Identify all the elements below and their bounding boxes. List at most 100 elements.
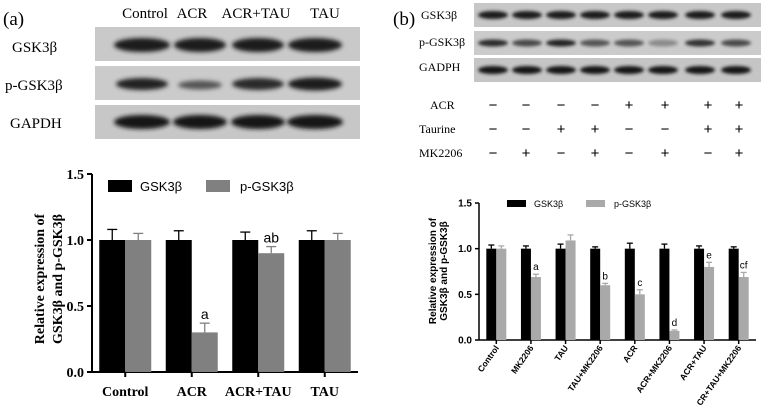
blot-band xyxy=(614,66,644,74)
blot-band xyxy=(114,115,170,129)
bar-p-gsk3- xyxy=(125,240,152,372)
plus-mark: + xyxy=(661,145,670,162)
panel-a-blot-column-labels: Control ACR ACR+TAU TAU xyxy=(122,6,340,22)
x-tick-label: ACR xyxy=(177,385,208,400)
panel-b-blot-strips xyxy=(474,3,761,82)
plus-mark: + xyxy=(735,121,744,138)
minus-mark: − xyxy=(625,145,634,162)
panel-b-bar-chart: GSK3β p-GSK3β Relative expression of GSK… xyxy=(428,199,756,405)
bar-p-gsk3- xyxy=(669,330,680,340)
y-tick-label: 1.0 xyxy=(458,244,472,255)
blot-band xyxy=(512,66,542,74)
blot-band xyxy=(173,115,227,129)
legend-swatch-p-gsk3b xyxy=(206,180,230,192)
blot-row-label: GSK3β xyxy=(12,40,57,56)
x-tick-label: TAU xyxy=(310,385,339,400)
significance-label: c xyxy=(637,278,642,289)
blot-band xyxy=(614,39,644,47)
bar-gsk3- xyxy=(232,240,259,372)
plus-mark: + xyxy=(557,121,566,138)
blot-band xyxy=(114,38,170,52)
plus-mark: + xyxy=(661,97,670,114)
blot-band xyxy=(478,11,508,19)
x-tick-label: TAU xyxy=(552,343,570,363)
y-tick-label: 1.0 xyxy=(67,234,85,249)
legend-label: GSK3β xyxy=(140,179,182,194)
blot-band xyxy=(648,11,678,19)
blot-band xyxy=(721,11,751,19)
y-axis-label: Relative expression of xyxy=(33,213,48,344)
blot-band xyxy=(232,38,284,52)
y-axis-label: GSK3β and p-GSK3β xyxy=(439,221,450,320)
x-tick-label: TAU+MK2206 xyxy=(566,343,605,393)
blot-row-label: GAPDH xyxy=(10,116,62,132)
minus-mark: − xyxy=(489,145,498,162)
y-tick-label: 0.5 xyxy=(458,290,472,301)
plus-mark: + xyxy=(735,97,744,114)
bar-gsk3- xyxy=(99,240,126,372)
x-tick-label: ACR xyxy=(621,343,640,364)
treatment-label: Taurine xyxy=(419,122,455,136)
x-tick-label: Control xyxy=(102,385,149,400)
chart-legend: GSK3β p-GSK3β xyxy=(108,179,294,194)
blot-row-label: p-GSK3β xyxy=(419,35,465,49)
blot-band xyxy=(721,39,751,47)
x-tick-label: Control xyxy=(475,343,501,373)
blot-band xyxy=(648,39,678,47)
blot-band xyxy=(648,66,678,74)
plus-mark: + xyxy=(625,97,634,114)
blot-column-label: ACR+TAU xyxy=(222,6,291,22)
blot-row-label: GSK3β xyxy=(421,8,457,22)
bar-p-gsk3- xyxy=(530,276,541,340)
blot-band xyxy=(614,11,644,19)
bar-gsk3- xyxy=(659,248,670,340)
blot-column-label: ACR xyxy=(177,6,208,22)
significance-label: a xyxy=(201,306,209,322)
blot-band xyxy=(721,66,751,74)
blot-band xyxy=(580,11,610,19)
bar-p-gsk3- xyxy=(634,294,645,340)
blot-band xyxy=(231,115,285,129)
legend-swatch-p-gsk3b xyxy=(586,200,605,207)
bar-gsk3- xyxy=(624,248,635,340)
blot-band xyxy=(174,38,226,52)
blot-band xyxy=(580,39,610,47)
minus-mark: − xyxy=(591,97,600,114)
y-tick-label: 1.5 xyxy=(458,199,472,210)
bar-p-gsk3- xyxy=(738,276,749,340)
y-axis-label: Relative expression of xyxy=(428,217,439,324)
blot-band xyxy=(512,11,542,19)
blot-band xyxy=(546,39,576,47)
bar-p-gsk3- xyxy=(258,253,285,372)
treatment-label: MK2206 xyxy=(419,146,462,160)
bar-p-gsk3- xyxy=(704,266,715,340)
panel-a-bar-chart: GSK3β p-GSK3β Relative expression of GSK… xyxy=(33,168,358,400)
bar-gsk3- xyxy=(590,248,601,340)
blot-band xyxy=(580,66,610,74)
minus-mark: − xyxy=(522,121,531,138)
bar-gsk3- xyxy=(694,248,705,340)
plus-mark: + xyxy=(591,145,600,162)
significance-label: ab xyxy=(263,230,279,246)
minus-mark: − xyxy=(489,97,498,114)
minus-mark: − xyxy=(625,121,634,138)
blot-band xyxy=(478,66,508,74)
significance-label: b xyxy=(602,271,608,282)
blot-band xyxy=(478,39,508,47)
panel-a-blot-strips xyxy=(95,27,360,139)
bar-p-gsk3- xyxy=(600,285,611,340)
bar-gsk3- xyxy=(486,248,497,340)
blot-column-label: TAU xyxy=(310,6,340,22)
y-axis-label: GSK3β and p-GSK3β xyxy=(51,214,66,344)
x-tick-label: ACR+MK2206 xyxy=(634,343,674,394)
significance-label: cf xyxy=(740,260,748,271)
blot-band xyxy=(178,80,222,90)
bar-p-gsk3- xyxy=(191,332,218,372)
legend-label: p-GSK3β xyxy=(614,199,651,209)
panel-b-label: (b) xyxy=(393,9,415,30)
blot-band xyxy=(288,77,342,91)
y-tick-label: 0.0 xyxy=(67,366,85,381)
minus-mark: − xyxy=(661,121,670,138)
bar-gsk3- xyxy=(555,248,566,340)
